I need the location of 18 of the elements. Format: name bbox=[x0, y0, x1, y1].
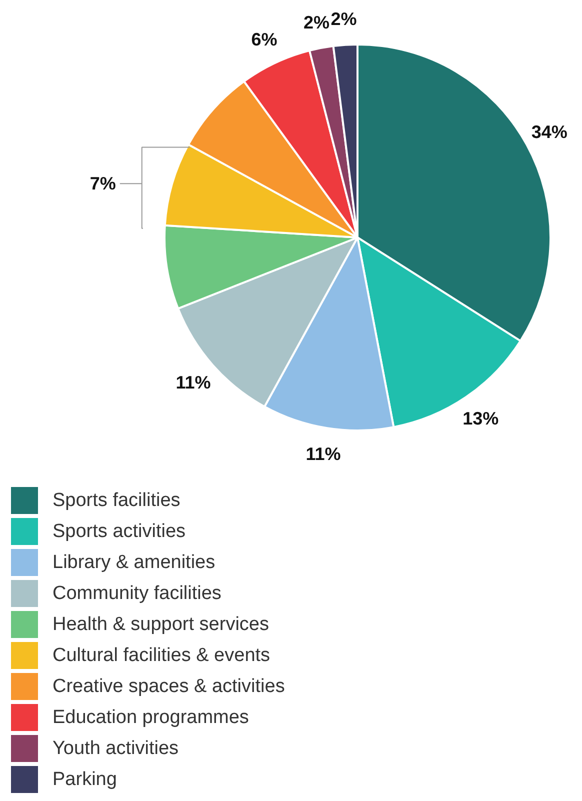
data-label: 2% bbox=[330, 8, 357, 29]
data-label: 2% bbox=[303, 12, 330, 32]
legend-label: Community facilities bbox=[52, 583, 222, 604]
legend-label: Sports facilities bbox=[52, 490, 180, 511]
data-label: 11% bbox=[306, 444, 341, 464]
data-label: 34% bbox=[531, 122, 568, 142]
data-label: 13% bbox=[462, 408, 499, 429]
legend-label: Library & amenities bbox=[52, 552, 216, 573]
legend-label: Creative spaces & activities bbox=[52, 676, 285, 697]
data-label: 6% bbox=[251, 29, 278, 50]
legend-label: Cultural facilities & events bbox=[52, 645, 270, 666]
legend-label: Parking bbox=[52, 769, 117, 790]
data-label: 11% bbox=[176, 372, 211, 392]
legend-label: Education programmes bbox=[52, 707, 249, 728]
legend-label: Youth activities bbox=[52, 738, 179, 759]
data-label: 7% bbox=[90, 174, 116, 194]
legend-label: Health & support services bbox=[52, 614, 269, 635]
legend-label: Sports activities bbox=[52, 521, 186, 542]
